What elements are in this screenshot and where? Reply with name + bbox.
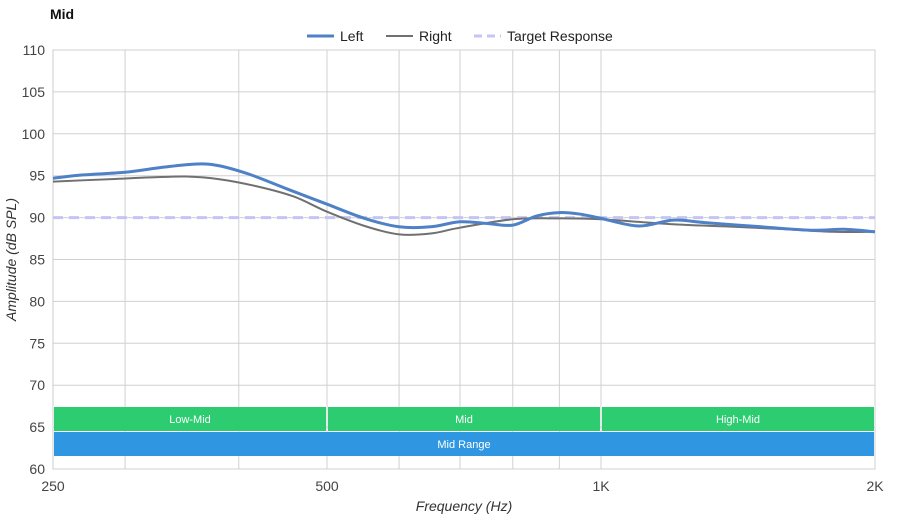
x-tick-label: 500: [315, 478, 339, 494]
y-tick-label: 90: [29, 210, 45, 226]
y-tick-label: 75: [29, 335, 45, 351]
y-tick-label: 100: [22, 126, 46, 142]
y-tick-label: 60: [29, 461, 45, 477]
band-label-low-mid: Low-Mid: [169, 414, 211, 426]
x-tick-label: 250: [41, 478, 65, 494]
band-label-mid: Mid: [455, 414, 473, 426]
legend-label-target-response: Target Response: [507, 28, 613, 44]
y-tick-label: 65: [29, 419, 45, 435]
y-tick-label: 110: [23, 42, 46, 58]
y-tick-label: 95: [29, 168, 45, 184]
y-tick-label: 85: [29, 252, 45, 268]
x-axis-label: Frequency (Hz): [416, 498, 512, 514]
band-label-mid-range: Mid Range: [437, 439, 490, 451]
band-mid-range: [54, 432, 874, 456]
series-line-left: [52, 162, 876, 234]
x-tick-label: 1K: [592, 478, 610, 494]
y-tick-label: 70: [29, 377, 45, 393]
y-axis-label: Amplitude (dB SPL): [3, 198, 19, 322]
chart-title: Mid: [50, 6, 75, 22]
y-tick-label: 80: [29, 293, 45, 309]
legend-label-right: Right: [419, 28, 452, 44]
band-label-high-mid: High-Mid: [716, 414, 760, 426]
band-high-mid: [602, 407, 874, 431]
band-mid: [328, 407, 600, 431]
legend-label-left: Left: [340, 28, 363, 44]
series-line-right: [52, 175, 876, 236]
x-tick-label: 2K: [866, 478, 884, 494]
y-tick-label: 105: [22, 84, 46, 100]
band-low-mid: [54, 407, 326, 431]
